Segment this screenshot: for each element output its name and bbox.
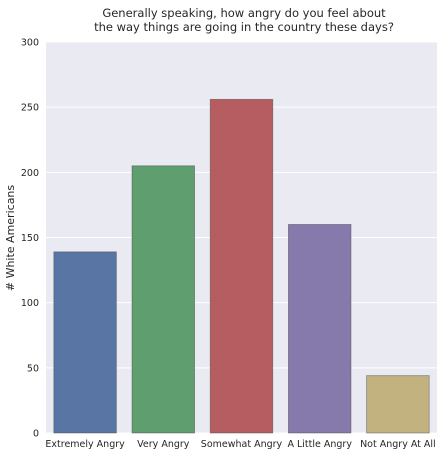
y-tick-label: 200 <box>21 168 39 179</box>
bar-very-angry <box>131 165 195 434</box>
y-tick-label: 50 <box>27 363 39 374</box>
chart-title-line-1: Generally speaking, how angry do you fee… <box>102 6 386 20</box>
chart-title-line-2: the way things are going in the country … <box>94 20 394 34</box>
y-tick-label: 300 <box>21 38 39 49</box>
y-axis-label: # White Americans <box>4 185 17 292</box>
bar-not-angry-at-all <box>366 375 430 434</box>
x-tick-label: Not Angry At All <box>360 439 436 450</box>
bar-somewhat-angry <box>209 98 274 434</box>
x-tick-label: Somewhat Angry <box>201 439 283 450</box>
y-tick-label: 150 <box>21 233 39 244</box>
bar-a-little-angry <box>288 224 352 434</box>
y-tick-label: 0 <box>33 429 39 440</box>
y-tick-label: 100 <box>21 298 39 309</box>
x-tick-label: Extremely Angry <box>45 439 125 450</box>
y-tick-label: 250 <box>21 103 39 114</box>
y-tick-labels: 0 50 100 150 200 250 300 <box>21 38 39 440</box>
bars <box>53 98 430 434</box>
x-tick-labels: Extremely Angry Very Angry Somewhat Angry A… <box>45 439 435 450</box>
x-tick-label: Very Angry <box>137 439 190 450</box>
bar-extremely-angry <box>53 251 117 434</box>
x-tick-label: A Little Angry <box>287 439 352 450</box>
